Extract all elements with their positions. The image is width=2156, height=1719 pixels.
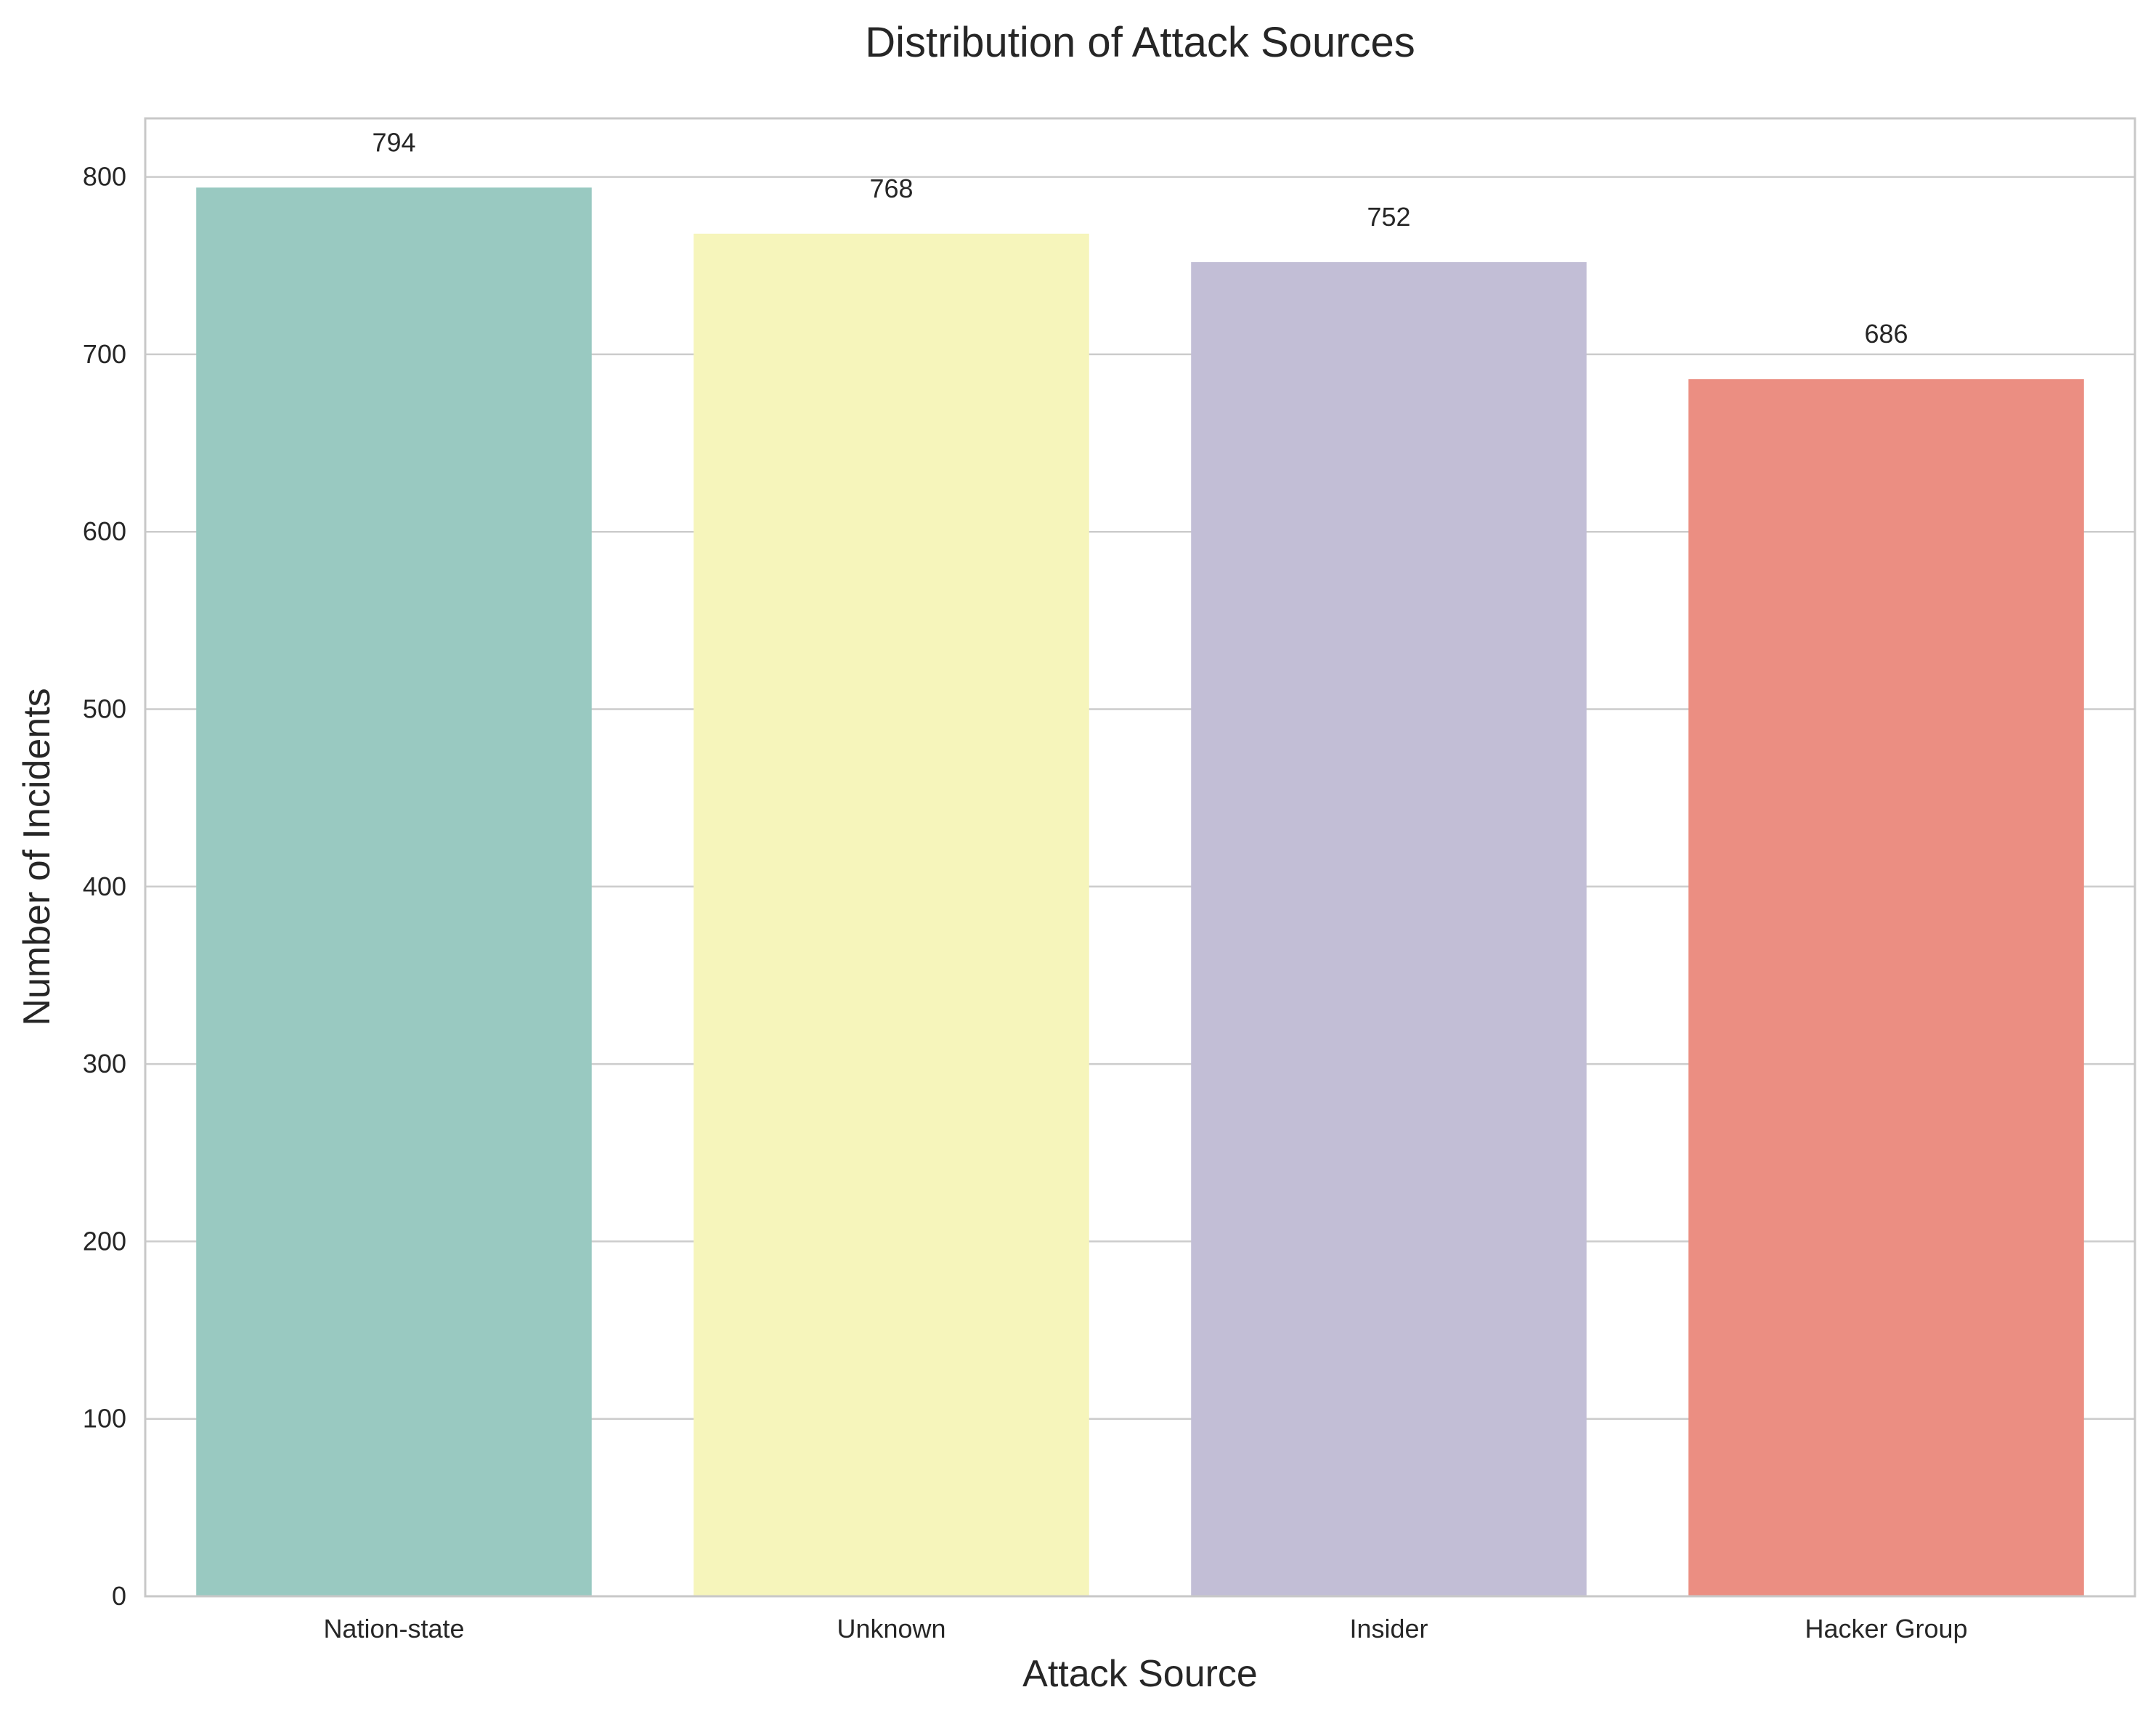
y-tick-label: 300	[83, 1049, 126, 1078]
data-labels: 794 768 752 686	[372, 127, 1908, 349]
y-tick-label: 500	[83, 694, 126, 724]
y-tick-label: 700	[83, 339, 126, 369]
y-tick-label: 100	[83, 1404, 126, 1434]
y-tick-label: 400	[83, 871, 126, 901]
bar-value-label: 686	[1864, 319, 1908, 349]
y-tick-label: 800	[83, 162, 126, 192]
x-tick-label: Unknown	[837, 1614, 945, 1643]
bar	[1191, 261, 1587, 1597]
bar	[1688, 379, 2084, 1596]
bar-value-label: 768	[869, 174, 913, 203]
y-tick-label: 0	[112, 1581, 126, 1611]
x-axis-label: Attack Source	[1022, 1653, 1258, 1695]
x-tick-label: Hacker Group	[1805, 1614, 1967, 1643]
y-tick-label: 200	[83, 1226, 126, 1256]
y-axis-label: Number of Incidents	[16, 688, 58, 1025]
bar	[693, 233, 1089, 1597]
chart-title: Distribution of Attack Sources	[865, 19, 1415, 66]
y-tick-label: 600	[83, 516, 126, 546]
bars	[196, 187, 2084, 1597]
x-tick-labels: Nation-state Unknown Insider Hacker Group	[323, 1614, 1967, 1643]
bar	[196, 187, 592, 1596]
x-tick-label: Nation-state	[323, 1614, 464, 1643]
x-tick-label: Insider	[1349, 1614, 1428, 1643]
bar-value-label: 794	[372, 127, 415, 157]
plot-frame	[144, 117, 2136, 1598]
y-tick-labels: 0 100 200 300 400 500 600 700 800	[83, 162, 126, 1611]
bar-value-label: 752	[1367, 202, 1410, 232]
